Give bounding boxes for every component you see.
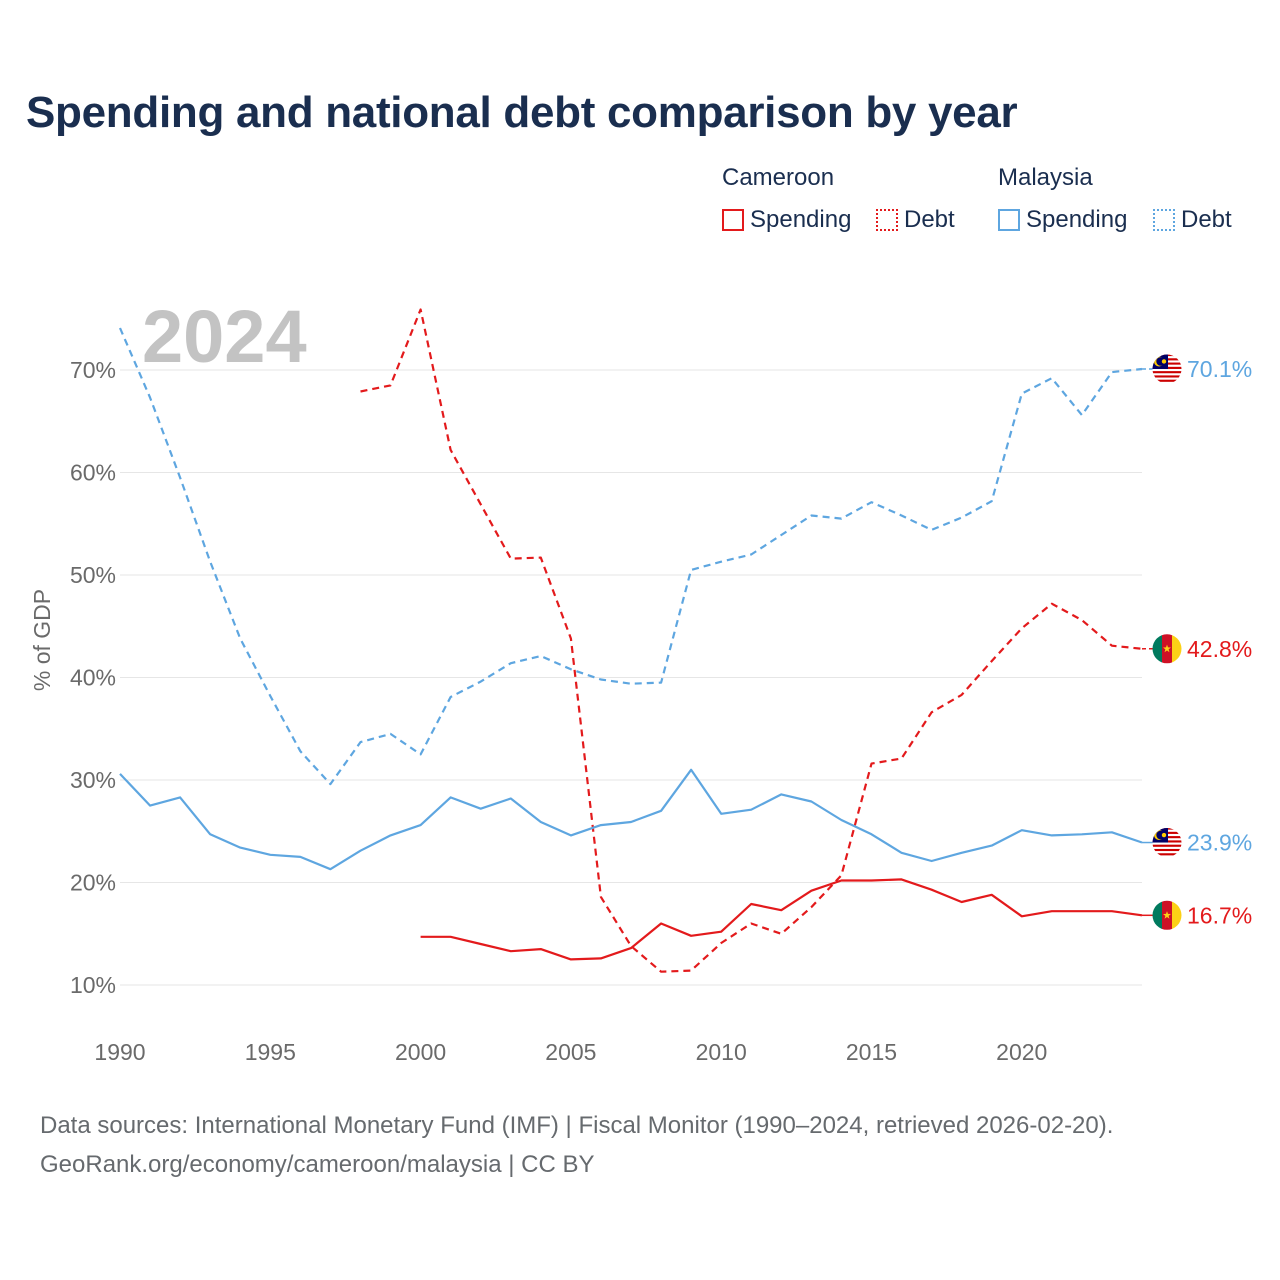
x-tick-label: 1990 [94, 1039, 145, 1065]
year-watermark: 2024 [142, 295, 307, 378]
y-axis-label: % of GDP [29, 589, 55, 691]
legend-label-malaysia-spending: Spending [1026, 206, 1128, 233]
series-line-malaysia-spending[interactable] [119, 768, 1143, 871]
legend-country-malaysia: Malaysia [998, 164, 1093, 191]
y-tick-label: 50% [70, 562, 116, 588]
footer-link[interactable]: GeoRank.org/economy/cameroon/malaysia | … [40, 1151, 595, 1178]
malaysia-flag-icon [1152, 828, 1182, 858]
legend-label-cameroon-spending: Spending [750, 206, 852, 233]
end-value-label: 42.8% [1187, 636, 1252, 662]
series-line-cameroon-spending[interactable] [420, 878, 1143, 961]
cameroon-flag-icon [1152, 900, 1182, 930]
malaysia-flag-icon [1152, 354, 1182, 384]
legend-item-malaysia-spending[interactable]: Spending [998, 206, 1127, 234]
y-tick-label: 30% [70, 767, 116, 793]
end-labels: 70.1% 42.8% 23.9% 16.7% [1142, 354, 1252, 930]
legend-item-cameroon-spending[interactable]: Spending [722, 206, 851, 234]
legend-item-cameroon-debt[interactable]: Debt [876, 206, 955, 234]
legend-item-malaysia-debt[interactable]: Debt [1153, 206, 1232, 234]
legend-swatch-cameroon-spending [722, 209, 744, 231]
x-axis-ticks: 1990 1995 2000 2005 2010 2015 2020 [94, 1039, 1047, 1065]
legend-swatch-malaysia-debt [1153, 209, 1175, 231]
y-axis-ticks: 10% 20% 30% 40% 50% 60% 70% [70, 357, 116, 998]
chart-title: Spending and national debt comparison by… [26, 88, 1018, 137]
series-line-malaysia-debt[interactable] [118, 327, 1143, 786]
end-value-label: 23.9% [1187, 830, 1252, 856]
y-tick-label: 70% [70, 357, 116, 383]
footer-source: Data sources: International Monetary Fun… [40, 1112, 1114, 1139]
y-tick-label: 40% [70, 665, 116, 691]
series-layer [118, 308, 1143, 973]
footer: Data sources: International Monetary Fun… [40, 1106, 1113, 1184]
legend-country-cameroon: Cameroon [722, 164, 835, 191]
y-tick-label: 60% [70, 460, 116, 486]
end-value-label: 70.1% [1187, 356, 1252, 382]
y-tick-label: 10% [70, 972, 116, 998]
cameroon-flag-icon [1152, 634, 1182, 664]
legend-swatch-cameroon-debt [876, 209, 898, 231]
series-line-cameroon-debt[interactable] [360, 308, 1143, 973]
end-value-label: 16.7% [1187, 902, 1252, 928]
grid-layer [120, 369, 1142, 986]
x-tick-label: 2015 [846, 1039, 897, 1065]
x-tick-label: 2000 [395, 1039, 446, 1065]
legend-swatch-malaysia-spending [998, 209, 1020, 231]
y-tick-label: 20% [70, 870, 116, 896]
x-tick-label: 2010 [696, 1039, 747, 1065]
legend-label-malaysia-debt: Debt [1181, 206, 1232, 233]
x-tick-label: 2020 [996, 1039, 1047, 1065]
x-tick-label: 1995 [245, 1039, 296, 1065]
legend-label-cameroon-debt: Debt [904, 206, 955, 233]
x-tick-label: 2005 [545, 1039, 596, 1065]
